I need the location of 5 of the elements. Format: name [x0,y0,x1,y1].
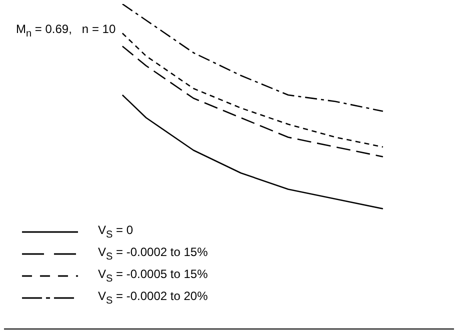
legend-label: V$_{S}$ = -0.0002 to 20% [98,289,208,307]
legend-label: V$_{S}$ = -0.0002 to 15% [98,245,208,263]
legend-label: V$_{S}$ = 0 [98,223,134,241]
legend-label: V$_{S}$ = -0.0005 to 15% [98,267,208,285]
annotation: M$_{n}$ = 0.69, n = 10 [16,22,116,40]
